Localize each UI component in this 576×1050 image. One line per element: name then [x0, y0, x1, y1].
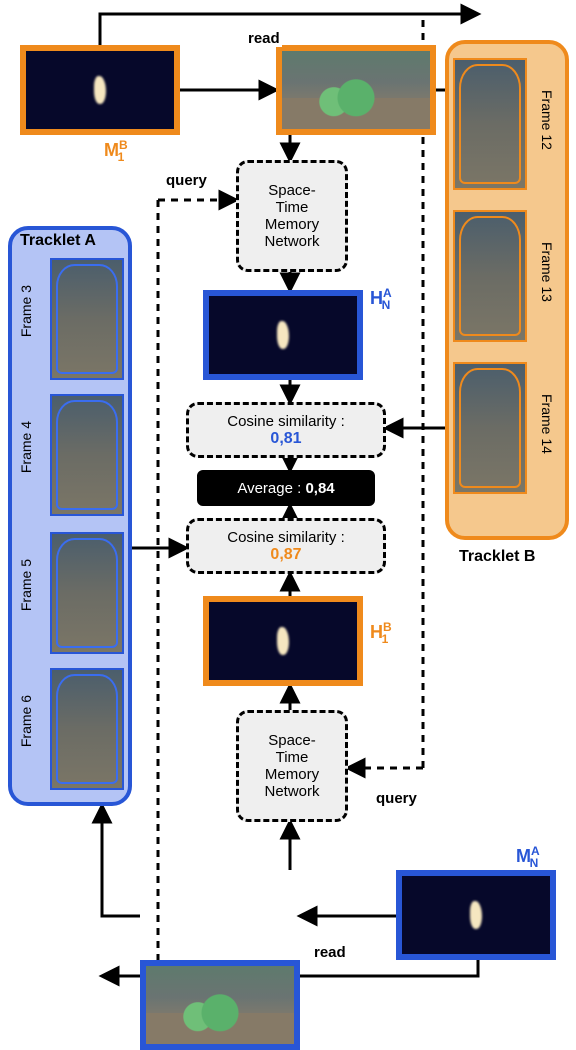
- node-read_top_scene: [276, 45, 436, 135]
- tracklet-frame: [453, 210, 527, 342]
- label-M1B_tag: MB1: [104, 138, 124, 164]
- label-read_bot: read: [312, 944, 348, 961]
- node-H1B: [203, 596, 363, 686]
- label-MNA_tag: MAN: [516, 844, 538, 870]
- tracklet-frame: [50, 394, 124, 516]
- tracklet-frame: [50, 668, 124, 790]
- frame-label: Frame 5: [18, 559, 34, 611]
- frame-label: Frame 6: [18, 695, 34, 747]
- figure-canvas: Tracklet A Tracklet B Space-TimeMemoryNe…: [0, 0, 576, 992]
- node-STM_top: Space-TimeMemoryNetwork: [236, 160, 348, 272]
- tracklet-frame: [50, 258, 124, 380]
- tracklet-frame: [50, 532, 124, 654]
- frame-label: Frame 12: [539, 90, 555, 150]
- node-cos_top: Cosine similarity :0,81: [186, 402, 386, 458]
- node-STM_bot: Space-TimeMemoryNetwork: [236, 710, 348, 822]
- tracklet-frame: [453, 362, 527, 494]
- tracklet-b-title: Tracklet B: [459, 548, 535, 566]
- frame-label: Frame 13: [539, 242, 555, 302]
- label-HNA_tag: HAN: [370, 286, 390, 312]
- node-MNA: [396, 870, 556, 960]
- node-read_bot_scene: [140, 960, 300, 1050]
- frame-label: Frame 3: [18, 285, 34, 337]
- node-HNA: [203, 290, 363, 380]
- label-read_top: read: [246, 30, 282, 47]
- label-H1B_tag: HB1: [370, 620, 388, 646]
- tracklet-frame: [453, 58, 527, 190]
- node-M1B: [20, 45, 180, 135]
- node-avg: Average : 0,84: [197, 470, 375, 506]
- node-cos_bot: Cosine similarity :0,87: [186, 518, 386, 574]
- frame-label: Frame 4: [18, 421, 34, 473]
- label-query_bot: query: [374, 790, 419, 807]
- tracklet-a-title: Tracklet A: [20, 232, 96, 250]
- frame-label: Frame 14: [539, 394, 555, 454]
- label-query_top: query: [164, 172, 209, 189]
